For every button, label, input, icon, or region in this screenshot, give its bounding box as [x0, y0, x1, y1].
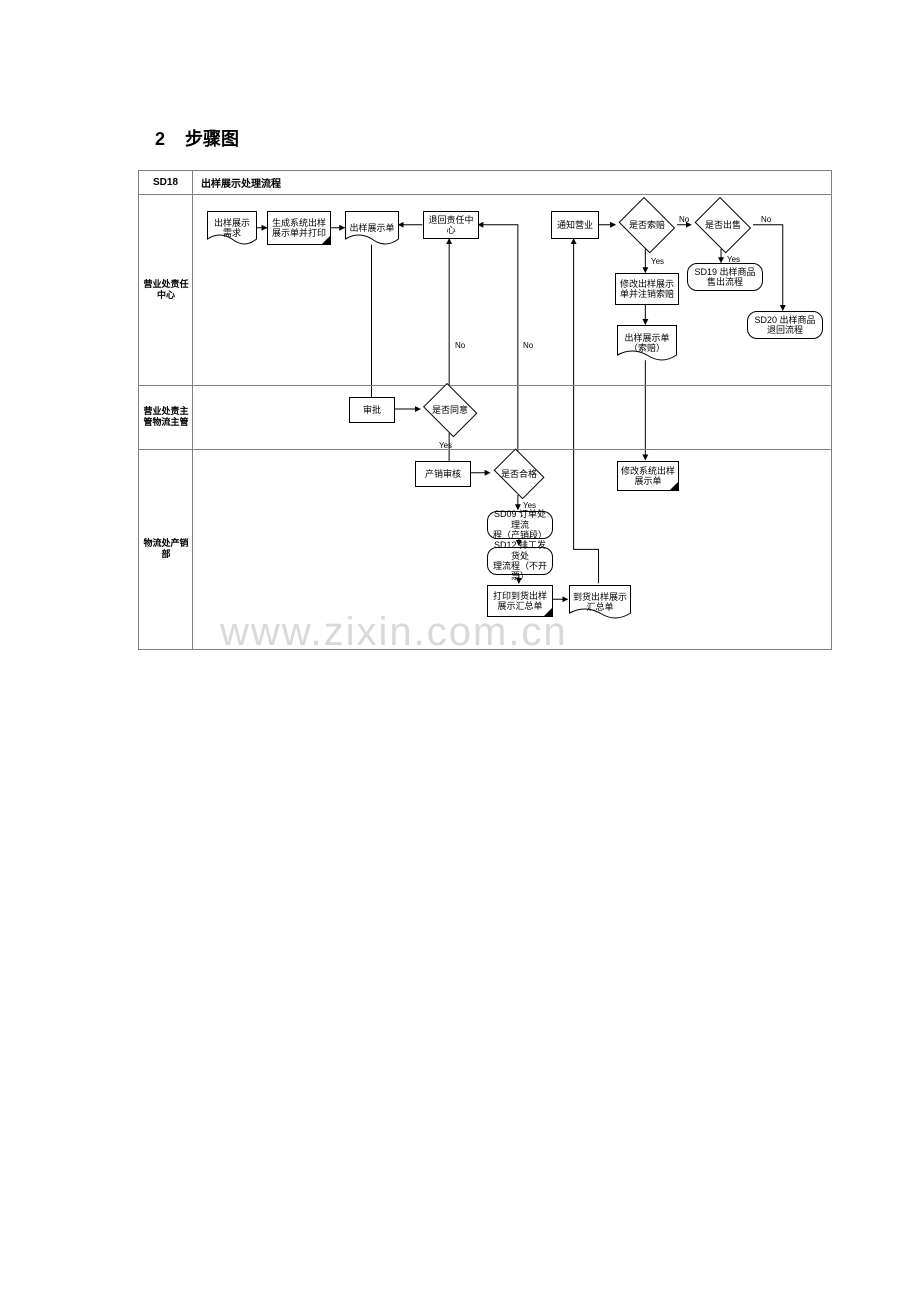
- flow-node: 是否同意: [421, 387, 479, 433]
- flow-node: 出样展示需求: [207, 211, 257, 245]
- lane-label-2: 营业处责主管物流主管: [139, 385, 193, 449]
- watermark: www.zixin.com.cn: [220, 610, 568, 655]
- edge-label: No: [761, 215, 771, 224]
- flow-node: 是否索赔: [617, 201, 677, 249]
- flow-node: 审批: [349, 397, 395, 423]
- edge-label: Yes: [651, 257, 664, 266]
- flow-node: SD20 出样商品退回流程: [747, 311, 823, 339]
- flow-node: SD19 出样商品售出流程: [687, 263, 763, 291]
- flow-node: 通知营业: [551, 211, 599, 239]
- flow-node: 出样展示单: [345, 211, 399, 245]
- flow-node: SD12 排工发货处理流程（不开票）: [487, 547, 553, 575]
- flow-node: 生成系统出样展示单并打印: [267, 211, 331, 245]
- flow-code: SD18: [139, 171, 193, 194]
- edge-label: Yes: [727, 255, 740, 264]
- flow-node: 修改出样展示单并注销索赔: [615, 273, 679, 305]
- flow-node: 是否合格: [491, 453, 547, 495]
- edge-label: No: [679, 215, 689, 224]
- flow-node: 出样展示单（索赔）: [617, 325, 677, 361]
- lane-label-3: 物流处产销部: [139, 449, 193, 649]
- page: 2 步骤图 SD18 出样展示处理流程 营业处责任中心 营业处责主管物流主管 物…: [0, 0, 920, 1301]
- flow-node: SD09 订单处理流程（产销段）: [487, 511, 553, 539]
- lane-separator: [139, 385, 831, 386]
- lane-label-1: 营业处责任中心: [139, 195, 193, 385]
- edge-label: Yes: [439, 441, 452, 450]
- edge-label: Yes: [523, 501, 536, 510]
- flow-node: 到货出样展示汇总单: [569, 585, 631, 619]
- flow-node: 产销审核: [415, 461, 471, 487]
- flow-node: 修改系统出样展示单: [617, 461, 679, 491]
- section-heading: 步骤图: [185, 129, 239, 149]
- flow-title: 出样展示处理流程: [193, 171, 281, 194]
- flow-node: 退回责任中心: [423, 211, 479, 239]
- lane-separator: [139, 449, 831, 450]
- section-title: 2 步骤图: [155, 125, 239, 151]
- edge-label: No: [523, 341, 533, 350]
- section-number: 2: [155, 129, 165, 149]
- flow-node: 是否出售: [693, 201, 753, 249]
- flow-header: SD18 出样展示处理流程: [139, 171, 831, 195]
- edge-label: No: [455, 341, 465, 350]
- flowchart-container: SD18 出样展示处理流程 营业处责任中心 营业处责主管物流主管 物流处产销部 …: [138, 170, 832, 650]
